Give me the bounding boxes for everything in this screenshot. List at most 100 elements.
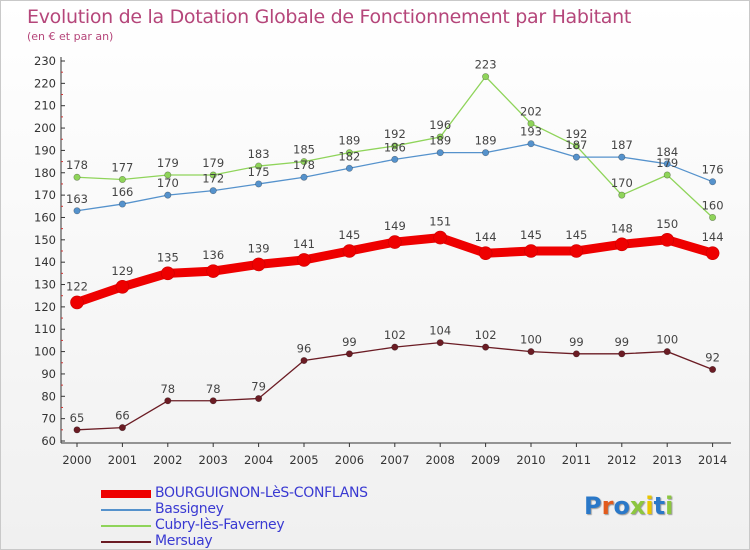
data-point: [342, 244, 357, 258]
data-label: 189: [338, 134, 360, 148]
data-point: [618, 191, 626, 199]
data-point: [164, 397, 172, 405]
data-label: 144: [475, 230, 497, 244]
data-point: [251, 257, 266, 272]
data-label: 145: [520, 228, 542, 242]
line-chart: 60 70 80 90 100 110 120 130 140 150 160 170 180 190 20…: [34, 54, 731, 467]
data-label: 176: [702, 163, 724, 177]
data-point: [255, 162, 263, 170]
data-label: 187: [611, 138, 633, 152]
data-label: 170: [611, 176, 633, 190]
data-point: [527, 140, 535, 148]
data-point: [569, 244, 584, 258]
data-point: [118, 175, 126, 183]
data-label: 172: [202, 172, 224, 186]
x-tick-label: 2012: [607, 453, 636, 467]
data-label: 193: [520, 125, 542, 139]
chart-title: Evolution de la Dotation Globale de Fonc…: [27, 6, 632, 28]
data-point: [527, 120, 535, 128]
legend-label-mersuay: Mersuay: [155, 533, 213, 549]
data-label: 163: [66, 192, 88, 206]
data-label: 102: [475, 328, 497, 342]
data-point: [297, 253, 311, 267]
data-point: [663, 171, 671, 179]
x-tick-label: 2011: [562, 453, 591, 467]
data-point: [345, 149, 353, 157]
data-label: 100: [520, 333, 542, 347]
data-point: [73, 173, 81, 181]
data-label: 99: [342, 335, 357, 349]
y-tick-label: 110: [34, 322, 56, 336]
y-tick-label: 180: [34, 166, 56, 180]
data-label: 178: [293, 158, 315, 172]
data-label: 182: [338, 149, 360, 163]
data-point: [572, 142, 580, 150]
data-point: [118, 424, 126, 432]
data-point: [161, 266, 175, 281]
x-tick-label: 2004: [244, 453, 273, 467]
axes: 60 70 80 90 100 110 120 130 140 150 160 170 180 190 20…: [34, 54, 731, 467]
data-point: [209, 397, 217, 405]
data-label: 192: [565, 127, 587, 141]
data-label: 96: [297, 342, 312, 356]
data-point: [164, 191, 172, 199]
data-label: 196: [429, 118, 451, 132]
series-bourguignon-les-conflans: [70, 230, 720, 310]
y-tick-label: 220: [34, 76, 56, 90]
x-tick-label: 2014: [698, 453, 727, 467]
data-label: 102: [384, 328, 406, 342]
data-point: [300, 173, 308, 181]
x-tick-label: 2002: [153, 453, 182, 467]
data-point: [524, 244, 538, 258]
legend-label-cubry: Cubry-lès-Faverney: [155, 517, 285, 533]
data-point: [345, 350, 353, 358]
data-label: 135: [157, 250, 179, 264]
x-tick-label: 2008: [426, 453, 455, 467]
data-point: [709, 365, 717, 373]
y-tick-label: 80: [41, 389, 56, 403]
data-label: 189: [475, 134, 497, 148]
data-point: [614, 237, 629, 252]
data-point: [660, 233, 675, 247]
series-mersuay: [73, 339, 717, 434]
legend-swatch-bassigney: [101, 509, 151, 511]
data-label: 78: [206, 382, 221, 396]
y-tick-label: 230: [34, 54, 56, 68]
data-label: 145: [565, 228, 587, 242]
data-point: [209, 171, 217, 179]
data-label: 100: [656, 333, 678, 347]
x-tick-label: 2000: [62, 453, 91, 467]
data-label: 160: [702, 198, 724, 212]
y-tick-label: 200: [34, 121, 56, 135]
x-tick-label: 2001: [108, 453, 137, 467]
data-point: [73, 426, 81, 434]
data-point: [618, 153, 626, 161]
legend-swatch-bourguignon: [101, 490, 151, 498]
data-point: [572, 153, 580, 161]
data-label: 151: [429, 215, 451, 229]
data-label: 139: [248, 241, 270, 255]
y-tick-label: 90: [41, 367, 56, 381]
data-point: [436, 149, 444, 157]
data-point: [118, 200, 126, 208]
data-label: 136: [202, 248, 224, 262]
proxiti-logo: Proxiti: [584, 492, 674, 520]
data-point: [709, 213, 717, 221]
data-label: 183: [248, 147, 270, 161]
y-tick-label: 130: [34, 278, 56, 292]
data-labels-layer: 122 129 135 136 139 141 145 149 151 144 145 145 148 1…: [66, 58, 724, 425]
data-point: [73, 207, 81, 215]
data-point: [478, 246, 493, 261]
data-label: 122: [66, 279, 88, 293]
data-point: [391, 343, 399, 351]
x-tick-label: 2013: [653, 453, 682, 467]
data-point: [255, 180, 263, 188]
data-label: 92: [705, 350, 720, 364]
data-point: [436, 339, 444, 347]
y-tick-label: 70: [41, 412, 56, 426]
legend-label-bassigney: Bassigney: [155, 501, 224, 517]
legend-swatch-mersuay: [101, 541, 151, 543]
y-tick-label: 170: [34, 188, 56, 202]
data-label: 129: [111, 264, 133, 278]
